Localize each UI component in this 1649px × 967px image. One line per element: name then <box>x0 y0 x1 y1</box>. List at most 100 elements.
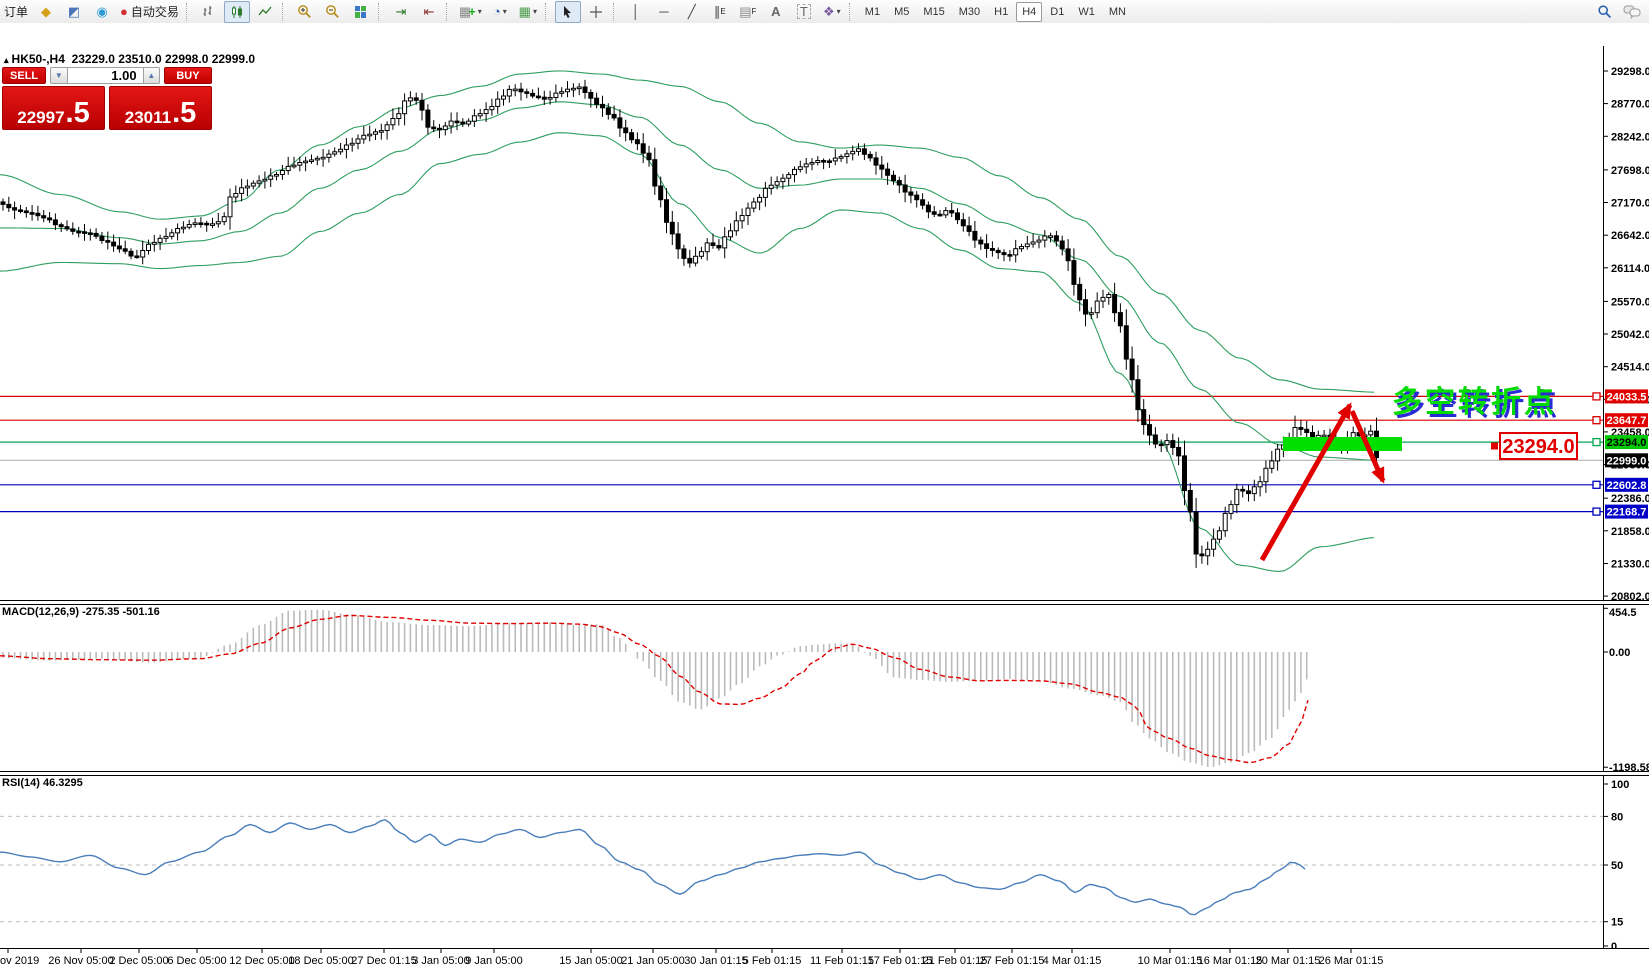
timeframe-m30[interactable]: M30 <box>958 5 981 18</box>
channel-sub-label: E <box>720 7 726 16</box>
date-label: 4 Mar 01:15 <box>1043 955 1102 967</box>
horizontal-line-tool[interactable]: ─ <box>651 1 677 23</box>
buy-price-button[interactable]: 23011.5 <box>109 86 212 130</box>
crosshair-button[interactable] <box>583 1 609 23</box>
line-chart-button[interactable] <box>252 1 278 23</box>
timeframe-m15[interactable]: M15 <box>923 5 945 18</box>
price-tag <box>1605 477 1648 492</box>
timeframe-m1[interactable]: M1 <box>864 5 881 18</box>
zoom-in-button[interactable] <box>292 1 318 23</box>
autotrade-button[interactable]: ● 自动交易 <box>117 1 182 23</box>
svg-text:21858.0: 21858.0 <box>1611 526 1649 538</box>
toolbar-separator <box>848 2 854 21</box>
chat-icon <box>1623 5 1641 19</box>
fibonacci-tool[interactable]: ▤ F <box>735 1 761 23</box>
macd-indicator-panel[interactable]: 454.5 0.00 -1198.58 <box>0 604 1649 772</box>
vertical-line-icon: │ <box>631 4 640 19</box>
macd-panel-separator[interactable] <box>0 600 1649 605</box>
cursor-button[interactable] <box>554 0 581 23</box>
candlestick-chart-button[interactable] <box>223 0 250 23</box>
text-label-icon: T <box>796 4 811 19</box>
chevron-down-icon: ▾ <box>477 7 482 16</box>
autoscroll-icon: ⇤ <box>423 4 435 19</box>
svg-text:24514.0: 24514.0 <box>1611 362 1649 374</box>
svg-text:22999.0: 22999.0 <box>1607 455 1647 467</box>
svg-text:27170.0: 27170.0 <box>1611 198 1649 210</box>
main-price-chart[interactable]: 多空转折点多空转折点23294.029298.028770.028242.027… <box>0 46 1649 601</box>
timeframe-h4[interactable]: H4 <box>1016 1 1043 22</box>
shift-chart-button[interactable]: ⇥ <box>388 1 414 23</box>
sell-price-button[interactable]: 22997.5 <box>2 86 105 130</box>
price-label-text: 23294.0 <box>1502 436 1574 458</box>
deposit-icon[interactable]: ◆ <box>33 1 59 23</box>
volume-decrease-button[interactable]: ▼ <box>50 67 68 84</box>
chevron-down-icon: ▾ <box>502 7 507 16</box>
trendline-tool[interactable]: ╱ <box>679 1 705 23</box>
templates-button[interactable]: ▦ ▾ <box>515 1 541 23</box>
buy-button[interactable]: BUY <box>163 67 212 84</box>
equidistant-channel-tool[interactable]: ∥ E <box>707 1 733 23</box>
buy-price-main: 23011 <box>124 108 172 127</box>
sell-button[interactable]: SELL <box>2 67 47 84</box>
chart-title: ▴ HK50-,H4 23229.0 23510.0 22998.0 22999.… <box>4 52 255 66</box>
bar-chart-button[interactable] <box>196 1 222 23</box>
signal-button[interactable]: ◉ <box>89 1 115 23</box>
periods-button[interactable]: ◔ ▾ <box>487 1 513 23</box>
support-zone-bar <box>1283 437 1402 451</box>
svg-text:26114.0: 26114.0 <box>1611 263 1649 275</box>
chat-button[interactable] <box>1619 1 1645 23</box>
rsi-panel-separator[interactable] <box>0 771 1649 776</box>
zoom-out-icon <box>326 5 340 18</box>
one-click-trading-panel: SELL ▼ 1.00 ▲ BUY 22997.5 23011.5 <box>2 67 212 130</box>
arrows-tool[interactable]: ❖ ▾ <box>819 1 845 23</box>
candlesticks <box>0 79 1379 568</box>
date-label: 10 Mar 01:15 <box>1138 955 1203 967</box>
rsi-label: RSI(14) 46.3295 <box>2 777 83 789</box>
price-tag <box>1605 389 1648 404</box>
svg-text:23294.0: 23294.0 <box>1607 437 1647 449</box>
new-order-button[interactable]: 订单 <box>1 1 31 23</box>
autoscroll-button[interactable]: ⇤ <box>416 1 442 23</box>
chevron-down-icon: ▾ <box>836 7 841 16</box>
date-label: 15 Jan 05:00 <box>559 955 623 967</box>
tile-windows-button[interactable] <box>348 1 374 23</box>
svg-text:0.00: 0.00 <box>1609 647 1630 659</box>
signal-icon: ◉ <box>96 4 108 19</box>
text-tool[interactable]: A <box>763 1 789 23</box>
macd-axis: 454.5 0.00 -1198.58 <box>1603 604 1649 772</box>
line-handle <box>1592 437 1601 447</box>
date-label: 2 Dec 05:00 <box>109 955 168 967</box>
zoom-out-button[interactable] <box>320 1 346 23</box>
timeframe-w1[interactable]: W1 <box>1078 5 1095 18</box>
zoom-in-icon <box>298 5 312 18</box>
timeframe-h1[interactable]: H1 <box>994 5 1009 18</box>
timeframe-mn[interactable]: MN <box>1108 5 1126 18</box>
clock-icon: ◔ <box>492 4 501 19</box>
rsi-indicator-panel[interactable]: 100 80 50 15 0 <box>0 775 1649 948</box>
date-label: 18 Dec 05:00 <box>288 955 353 967</box>
timeframe-d1[interactable]: D1 <box>1050 5 1065 18</box>
toolbar-separator <box>612 2 618 21</box>
text-label-tool[interactable]: T <box>791 1 817 23</box>
toolbar-separator <box>445 2 451 21</box>
sell-price-main: 22997 <box>17 108 65 127</box>
svg-text:80: 80 <box>1611 811 1623 823</box>
new-chart-button[interactable]: ▦ + ▾ <box>456 1 485 23</box>
volume-input[interactable]: 1.00 <box>67 67 143 84</box>
svg-text:24033.5: 24033.5 <box>1607 391 1647 403</box>
timeframe-m5[interactable]: M5 <box>894 5 910 18</box>
search-button[interactable] <box>1591 1 1617 23</box>
svg-text:25570.0: 25570.0 <box>1611 296 1649 308</box>
date-label: 11 Feb 01:15 <box>810 955 874 967</box>
accounts-button[interactable]: ◩ <box>61 1 87 23</box>
toolbar-separator <box>377 2 383 21</box>
new-order-label: 订单 <box>4 5 29 19</box>
price-axis: 29298.0 28770.0 28242.0 27698.0 27170.0 26642… <box>1603 46 1649 601</box>
date-axis[interactable]: 20 Nov 2019 26 Nov 05:002 Dec 05:006 Dec … <box>0 948 1649 967</box>
cursor-icon <box>564 5 572 18</box>
volume-increase-button[interactable]: ▲ <box>142 67 160 84</box>
rsi-line <box>0 818 1306 916</box>
vertical-line-tool[interactable]: │ <box>623 1 649 23</box>
chart-area[interactable]: ▴ HK50-,H4 23229.0 23510.0 22998.0 22999.… <box>0 23 1649 967</box>
